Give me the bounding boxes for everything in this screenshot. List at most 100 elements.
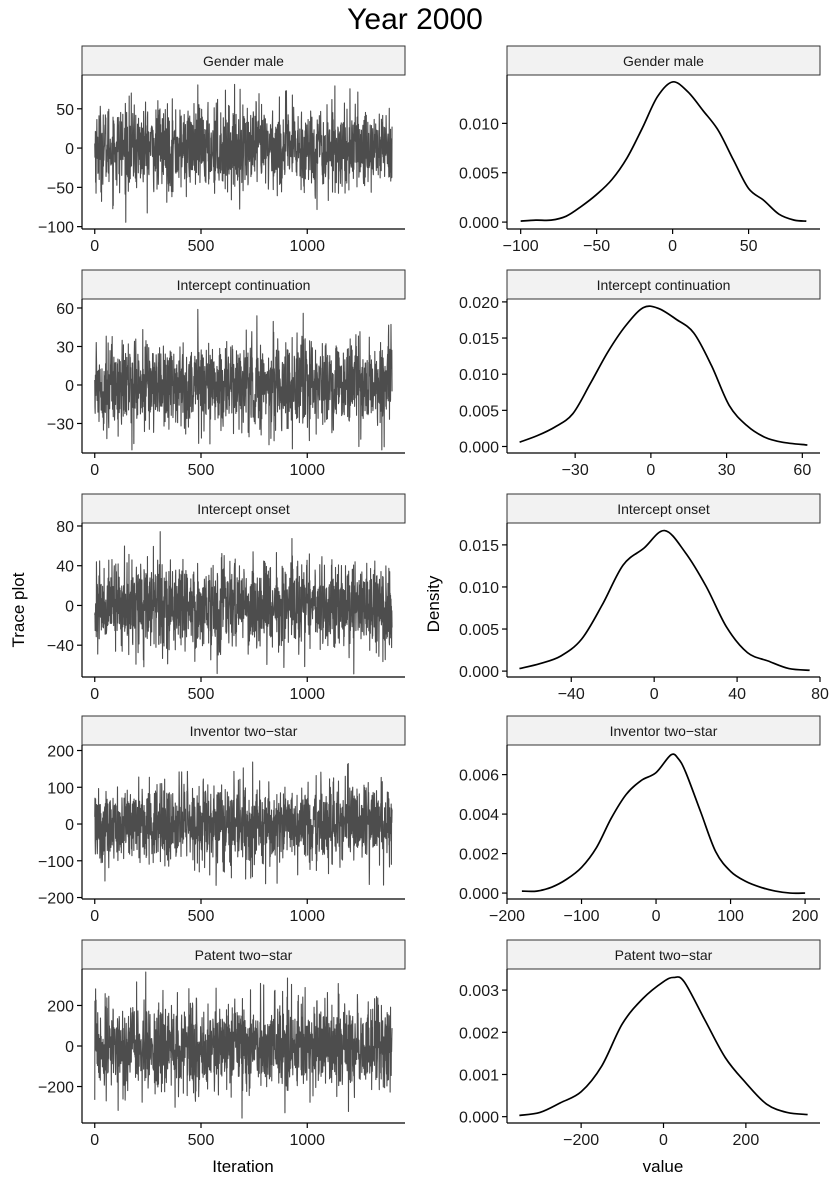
y-tick-label: 200 [47,744,74,761]
x-tick-label: 0 [90,1132,99,1149]
facet-trace-2: Intercept continuation −30 0 30 60 0 500 1000 [47,269,406,479]
x-tick-label: 500 [188,238,215,255]
facet-strip [506,715,821,746]
facet-strip [506,269,821,300]
trace-line [94,83,393,223]
y-tick-label: 0 [65,598,74,615]
x-tick-label: −200 [563,1132,599,1149]
facet-density-3: Intercept onset 0.000 0.005 0.010 0.015 −40 0 4… [459,493,829,703]
x-tick-label: −40 [558,686,585,703]
y-tick-label: 60 [56,301,74,318]
facet-strip-label: Patent two−star [195,947,293,963]
y-tick-label: 0 [65,817,74,834]
facet-strip-label: Inventor two−star [190,723,298,739]
density-curve [519,305,808,446]
y-tick-label: 0.000 [459,886,499,903]
y-tick-label: 0.000 [459,215,499,232]
y-tick-label: 100 [47,780,74,797]
y-tick-label: −40 [47,638,74,655]
x-tick-label: 1000 [289,238,325,255]
facet-strip [506,493,821,524]
x-tick-label: 1000 [289,686,325,703]
density-curve [521,753,806,895]
x-tick-label: 500 [188,1132,215,1149]
x-tick-label: 200 [733,1132,760,1149]
y-tick-label: 0 [65,378,74,395]
y-tick-label: 0.000 [459,1110,499,1127]
facet-strip-label: Inventor two−star [610,723,718,739]
x-tick-label: 1000 [289,1132,325,1149]
facet-strip [81,493,406,524]
y-tick-label: 0.004 [459,807,499,824]
facet-strip [506,939,821,970]
density-curve [520,81,807,222]
density-curve [519,976,808,1117]
x-tick-label: 200 [792,908,819,925]
facet-strip [81,269,406,300]
x-tick-label: 0 [668,238,677,255]
y-tick-label: 0.015 [459,331,499,348]
facet-strip-label: Gender male [203,53,284,69]
x-tick-label: 0 [652,908,661,925]
facet-trace-4: Inventor two−star −200 −100 0 100 200 0 500 1000 [38,715,406,925]
x-tick-label: −100 [503,238,539,255]
facet-density-2: Intercept continuation 0.000 0.005 0.010 0.0… [459,269,821,479]
trace-y-axis-label: Trace plot [9,572,28,647]
trace-line [94,308,393,451]
y-tick-label: 0.002 [459,847,499,864]
x-tick-label: −30 [562,462,589,479]
y-tick-label: 0.005 [459,403,499,420]
x-tick-label: 100 [717,908,744,925]
facet-strip [506,45,821,76]
facet-strip-label: Gender male [623,53,704,69]
y-tick-label: 0.006 [459,768,499,785]
figure-title: Year 2000 [347,3,483,36]
x-tick-label: 0 [90,238,99,255]
trace-line [94,761,393,886]
density-x-axis-label: value [643,1157,684,1176]
x-tick-label: 40 [728,686,746,703]
y-tick-label: 0.010 [459,116,499,133]
y-tick-label: 0.020 [459,295,499,312]
y-tick-label: 0 [65,141,74,158]
facet-strip [81,45,406,76]
x-tick-label: 50 [740,238,758,255]
trace-line [94,971,393,1119]
y-tick-label: 0.001 [459,1067,499,1084]
facet-strip [81,715,406,746]
facet-density-4: Inventor two−star 0.000 0.002 0.004 0.006 −20… [459,715,821,925]
density-y-axis-label: Density [424,575,443,632]
y-tick-label: 0.002 [459,1025,499,1042]
x-tick-label: 80 [811,686,829,703]
y-tick-label: 0.005 [459,166,499,183]
x-tick-label: −50 [583,238,610,255]
y-tick-label: 0.000 [459,664,499,681]
x-tick-label: 0 [646,462,655,479]
x-tick-label: 0 [659,1132,668,1149]
x-tick-label: −200 [489,908,525,925]
y-tick-label: 0.010 [459,367,499,384]
facet-strip-label: Intercept continuation [597,277,731,293]
y-tick-label: −200 [38,891,74,908]
facet-density-1: Gender male 0.000 0.005 0.010 −100 −50 0 50 [459,45,821,255]
x-tick-label: 0 [90,462,99,479]
facet-strip [81,939,406,970]
y-tick-label: 40 [56,559,74,576]
x-tick-label: 500 [188,462,215,479]
trace-x-axis-label: Iteration [212,1157,273,1176]
x-tick-label: 0 [90,686,99,703]
y-tick-label: 0 [65,1039,74,1056]
facet-strip-label: Intercept onset [197,501,290,517]
y-tick-label: 30 [56,339,74,356]
facet-trace-5: Patent two−star −200 0 200 0 500 1000 [38,939,406,1149]
x-tick-label: 30 [718,462,736,479]
x-tick-label: 500 [188,908,215,925]
y-tick-label: 50 [56,102,74,119]
y-tick-label: 0.000 [459,439,499,456]
facet-strip-label: Intercept onset [617,501,710,517]
y-tick-label: −30 [47,416,74,433]
y-tick-label: 0.010 [459,580,499,597]
